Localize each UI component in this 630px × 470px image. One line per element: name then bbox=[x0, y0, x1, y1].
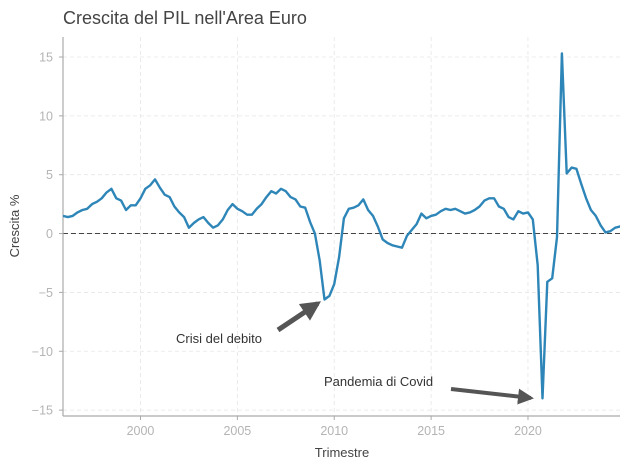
y-tick-label: −5 bbox=[39, 286, 53, 300]
y-axis-label: Crescita % bbox=[7, 194, 22, 257]
x-axis-label: Trimestre bbox=[315, 445, 369, 460]
annotation-debt-crisis-label: Crisi del debito bbox=[176, 331, 262, 346]
x-tick-label: 2010 bbox=[320, 424, 348, 438]
y-tick-label: −15 bbox=[32, 404, 53, 418]
x-tick-label: 2005 bbox=[223, 424, 251, 438]
annotation-debt-crisis-arrow bbox=[276, 301, 322, 333]
y-tick-label: −10 bbox=[32, 345, 53, 359]
y-tick-label: 0 bbox=[46, 227, 53, 241]
y-tick-label: 10 bbox=[39, 109, 53, 123]
series-layer bbox=[63, 52, 620, 400]
tick-labels: 2000 2005 2010 2015 2020 15 10 5 0 −5 −10 −15 bbox=[32, 51, 542, 438]
x-tick-label: 2020 bbox=[514, 424, 542, 438]
annotation-covid-label: Pandemia di Covid bbox=[324, 374, 433, 389]
chart-title: Crescita del PIL nell'Area Euro bbox=[63, 8, 307, 28]
grid bbox=[63, 37, 620, 416]
series-line-0 bbox=[63, 52, 620, 400]
annotation-covid-arrow bbox=[450, 387, 534, 405]
annotations: Crisi del debito Pandemia di Covid bbox=[176, 301, 534, 405]
x-tick-label: 2015 bbox=[417, 424, 445, 438]
x-tick-label: 2000 bbox=[127, 424, 155, 438]
y-tick-label: 5 bbox=[46, 168, 53, 182]
y-tick-label: 15 bbox=[39, 51, 53, 65]
axes bbox=[62, 37, 620, 417]
